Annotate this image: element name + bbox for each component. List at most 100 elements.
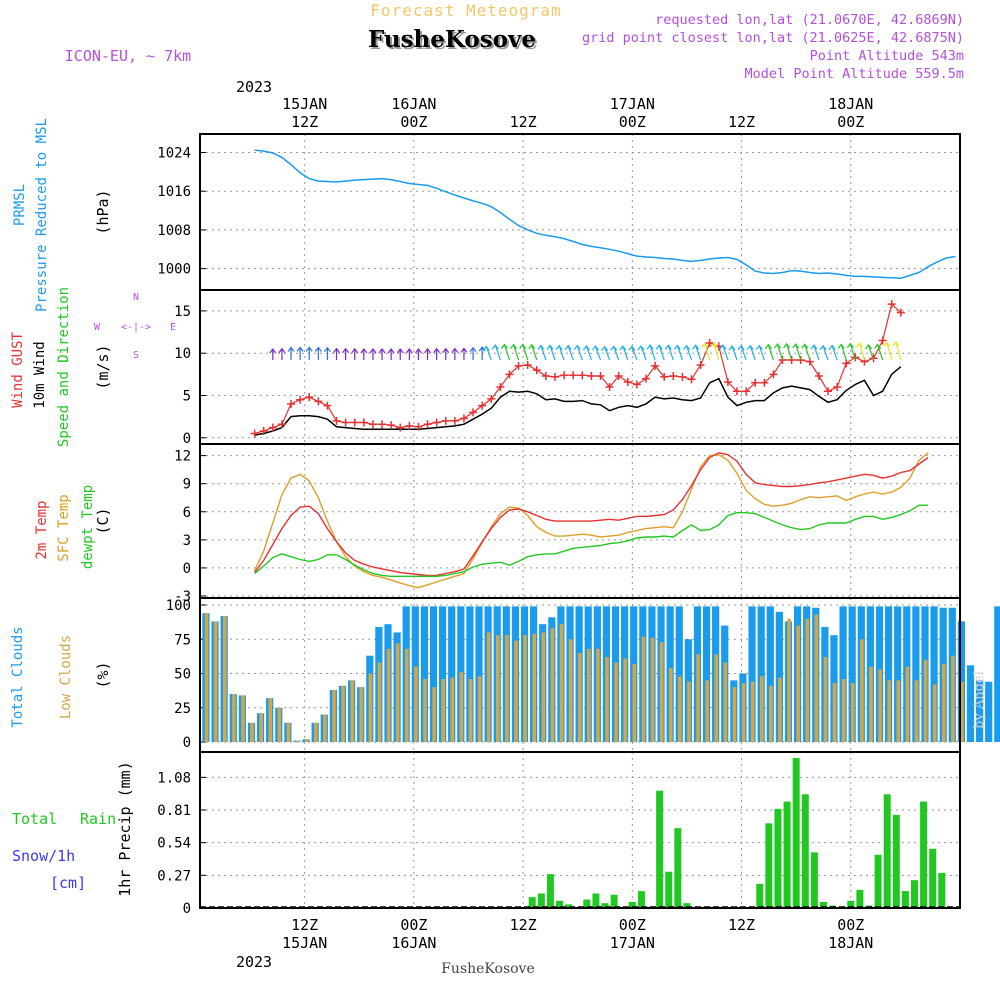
low-cloud-bar (259, 713, 263, 742)
location-title-shadow: FusheKosove (370, 28, 538, 55)
low-cloud-bar (550, 628, 555, 742)
low-cloud-bar (386, 648, 391, 742)
top-date-label: 17JAN (610, 95, 655, 113)
panel-pressure: 1000 1008 1016 1024 PRMSL Pressure Reduced to… (12, 118, 961, 312)
total-cloud-bar (884, 606, 893, 742)
wind-direction-arrow (573, 344, 583, 361)
low-cloud-bar (759, 676, 764, 742)
wind-direction-arrow (387, 347, 395, 360)
wind-gust-point (250, 429, 259, 438)
wind-direction-arrow (269, 348, 277, 360)
low-cloud-bar (496, 635, 500, 742)
low-cloud-bar (213, 621, 218, 742)
y-tick-label: 0 (183, 561, 191, 577)
wind-gust-point (496, 383, 505, 392)
wind-gust-point (414, 422, 423, 431)
low-cloud-bar (596, 648, 600, 742)
low-cloud-bar (769, 685, 773, 742)
low-cloud-bar (523, 635, 527, 742)
rain-bar (920, 801, 928, 908)
low-clouds-label: Low Clouds (58, 635, 74, 719)
wind-direction-arrow (333, 347, 341, 360)
top-time-label: 12Z (510, 113, 537, 131)
wind-direction-arrow (460, 347, 468, 360)
total-cloud-bar (475, 606, 483, 742)
low-cloud-bar (741, 683, 746, 742)
top-time-label: 00Z (619, 113, 646, 131)
total-cloud-bar (448, 606, 456, 742)
low-cloud-bar (614, 662, 618, 742)
top-time-label: 00Z (837, 113, 864, 131)
low-cloud-bar (960, 681, 964, 742)
wind-gust-point (887, 300, 896, 309)
y-tick-label: 0.54 (157, 836, 191, 852)
panel-wind: 0 5 10 15 Wind GUST 10m Wind Speed and Directi… (10, 287, 961, 447)
wind-direction-arrow (433, 347, 441, 360)
low-cloud-bar (714, 654, 719, 742)
low-cloud-bar (605, 657, 609, 742)
wind-direction-arrow (883, 341, 893, 361)
wind-direction-arrow (865, 343, 875, 361)
panel-frame (199, 751, 961, 909)
wind-gust-point (723, 377, 732, 386)
panel-frame (199, 133, 961, 291)
wind-direction-arrow (405, 347, 413, 360)
low-cloud-bar (641, 636, 646, 742)
low-cloud-bar (705, 680, 709, 742)
wind-gust-point (541, 372, 550, 381)
low-cloud-bar (332, 689, 336, 742)
wind-gust-point (505, 370, 514, 379)
total-cloud-bar (675, 606, 683, 742)
wind-gust-point (742, 387, 751, 396)
low-cloud-bar (577, 652, 582, 742)
wind-gust-point (378, 420, 387, 429)
rain-bar (929, 848, 937, 908)
low-cloud-bar (404, 648, 409, 742)
low-cloud-bar (250, 722, 254, 742)
total-cloud-bar (848, 606, 856, 742)
location-title: FusheKosove (368, 26, 536, 53)
wind-direction-arrow (701, 342, 711, 361)
wind-gust-point (669, 372, 678, 381)
wind-gust-line (254, 302, 902, 435)
low-cloud-bar (668, 668, 673, 742)
wind-gust-point (641, 374, 650, 383)
y-tick-label: 1024 (157, 146, 191, 162)
wind-gust-point (596, 372, 605, 381)
total-cloud-bar (466, 606, 474, 742)
low-cloud-bar (423, 678, 427, 742)
wind-gust-point (687, 375, 696, 384)
total-cloud-bar (912, 606, 920, 742)
y-axis-unit: (%) (94, 661, 112, 688)
wind-direction-arrow (828, 344, 838, 361)
y-tick-label: 100 (166, 598, 191, 614)
low-cloud-bar (678, 676, 682, 742)
wind-direction-arrow (664, 344, 674, 361)
wind-direction-arrow (451, 347, 459, 360)
wind-gust-point (514, 361, 523, 370)
wind-direction-arrow (746, 344, 756, 361)
low-cloud-bar (377, 662, 382, 742)
rain-bar (847, 900, 855, 908)
y-tick-label: 50 (174, 667, 191, 683)
total-cloud-bar (994, 606, 1000, 742)
wind-gust-point (441, 416, 450, 425)
wind-gust-point (769, 370, 778, 379)
total-cloud-bar (966, 665, 975, 742)
wind-gust-point (341, 418, 350, 427)
wind-gust-point (259, 427, 268, 436)
low-cloud-bar (869, 666, 873, 742)
pressure-line (254, 149, 956, 280)
rain-bar (819, 901, 827, 908)
wind-gust-point (614, 372, 623, 381)
wind-speed-line (254, 366, 902, 436)
total-cloud-bar (775, 611, 783, 742)
wind-gust-point (824, 387, 833, 396)
rain-bar (810, 852, 818, 908)
wind-gust-point (678, 372, 687, 381)
low-cloud-bar (395, 643, 400, 742)
low-cloud-bar (778, 677, 782, 742)
wind-direction-arrow (774, 343, 784, 361)
bottom-date-label: 16JAN (391, 934, 436, 952)
top-time-label: 00Z (400, 113, 427, 131)
